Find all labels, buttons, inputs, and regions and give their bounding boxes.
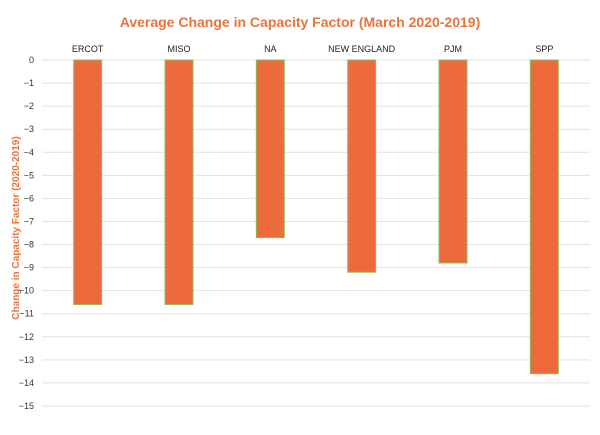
y-tick-label: −14 [19, 378, 34, 388]
chart-title: Average Change in Capacity Factor (March… [119, 14, 481, 30]
y-tick-label: −12 [19, 332, 34, 342]
bar [529, 59, 559, 375]
category-label: NA [264, 44, 277, 54]
category-label: ERCOT [72, 44, 104, 54]
y-tick-label: −11 [19, 309, 34, 319]
category-label: MISO [167, 44, 190, 54]
bar [255, 59, 285, 239]
y-tick-label: −8 [24, 240, 34, 250]
y-tick-label: −10 [19, 286, 34, 296]
category-label: SPP [535, 44, 553, 54]
category-label: NEW ENGLAND [328, 44, 396, 54]
y-tick-label: −5 [24, 170, 34, 180]
bar [347, 59, 377, 273]
y-tick-label: 0 [29, 55, 34, 65]
y-tick-label: −4 [24, 147, 34, 157]
bar [73, 59, 103, 306]
bar [438, 59, 468, 264]
y-tick-label: −7 [24, 216, 34, 226]
y-tick-label: −2 [24, 101, 34, 111]
y-tick-label: −6 [24, 193, 34, 203]
y-tick-label: −13 [19, 355, 34, 365]
category-label: PJM [444, 44, 462, 54]
y-tick-label: −9 [24, 263, 34, 273]
y-tick-label: −15 [19, 401, 34, 411]
y-tick-label: −3 [24, 124, 34, 134]
y-tick-label: −1 [24, 78, 34, 88]
bar [164, 59, 194, 306]
